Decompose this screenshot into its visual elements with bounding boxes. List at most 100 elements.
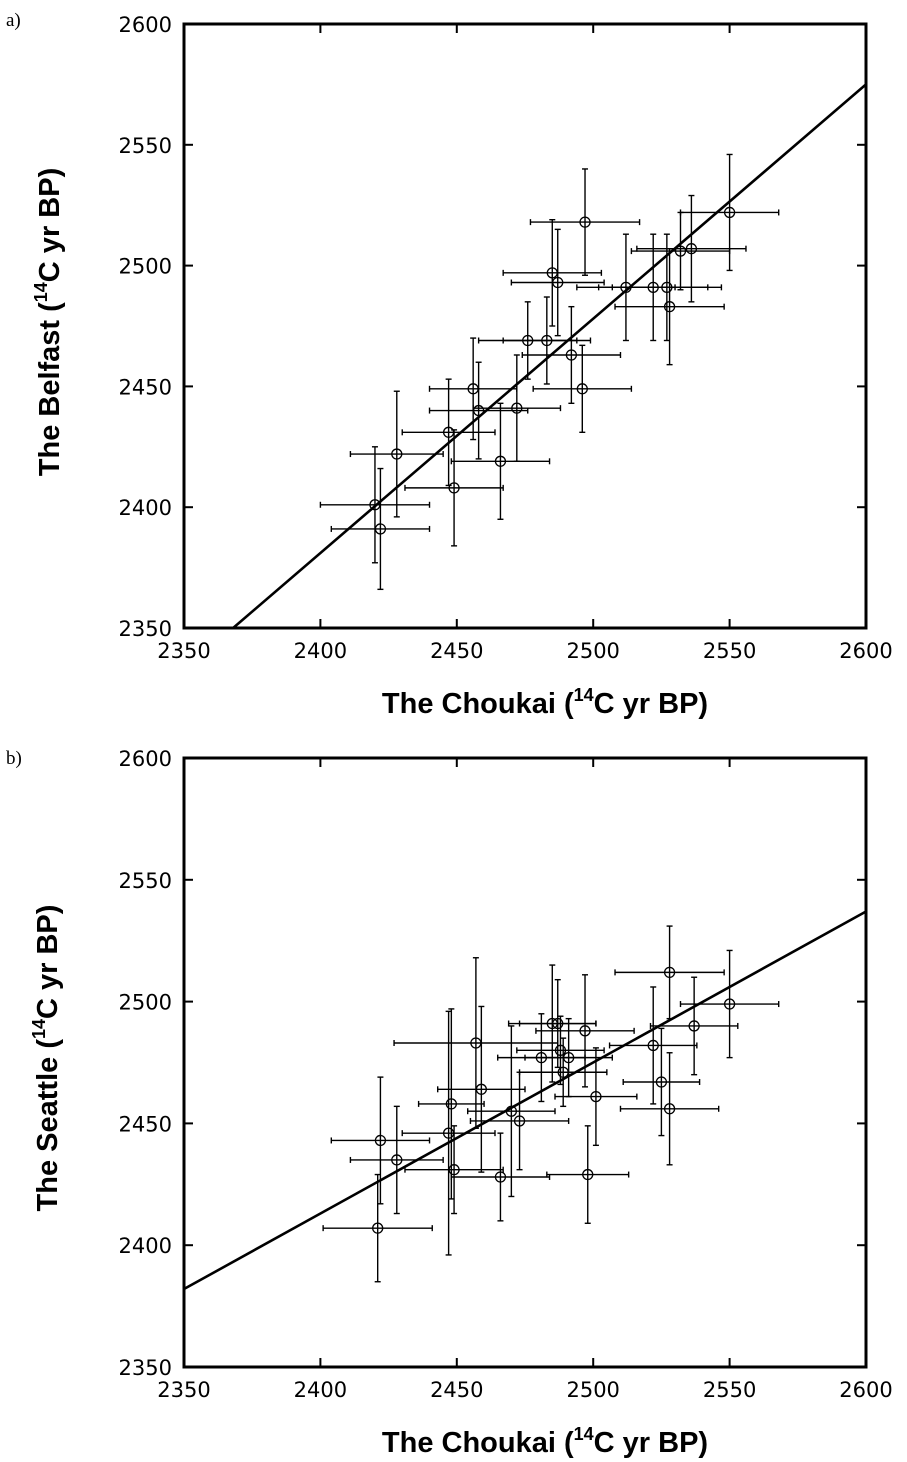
point-marker xyxy=(661,281,673,293)
x-tick-label: 2350 xyxy=(157,1378,210,1402)
point-marker xyxy=(579,216,591,228)
point-marker xyxy=(445,1098,457,1110)
data-point xyxy=(611,233,723,342)
panel-a-label: a) xyxy=(6,10,21,31)
point-marker xyxy=(565,349,578,361)
data-point xyxy=(393,957,559,1129)
regression-line xyxy=(183,910,867,1291)
point-marker xyxy=(688,1020,700,1032)
point-marker xyxy=(562,1051,575,1064)
data-point xyxy=(428,337,518,441)
y-tick-label: 2550 xyxy=(119,869,172,893)
panel-b-y-axis-label: The Seattle (14C yr BP) xyxy=(29,905,64,1212)
data-point xyxy=(532,344,633,434)
x-tick-label: 2550 xyxy=(703,1378,756,1402)
point-marker xyxy=(554,1044,567,1056)
point-marker xyxy=(663,966,676,979)
data-point xyxy=(322,1173,433,1283)
panel-b: b) 2350 2400 2450 2500 2550 26002350240024502… xyxy=(6,747,893,1459)
panel-b-axis-ticks: 2350 2400 2450 2500 2550 2600 2350 2400 2450 2500… xyxy=(119,747,893,1402)
panel-b-label: b) xyxy=(6,748,22,769)
data-point xyxy=(524,1017,613,1098)
data-point xyxy=(546,1125,630,1224)
data-point xyxy=(472,354,562,462)
data-point xyxy=(404,1125,504,1215)
data-point xyxy=(330,1076,431,1205)
panel-a-frame xyxy=(182,22,868,630)
data-point xyxy=(614,247,725,366)
point-marker xyxy=(663,301,676,313)
point-marker xyxy=(391,1154,403,1166)
data-point xyxy=(510,228,605,337)
data-point xyxy=(649,976,739,1076)
point-marker xyxy=(391,448,403,460)
y-tick-label: 2350 xyxy=(119,1356,172,1380)
data-point xyxy=(319,446,431,564)
data-point xyxy=(529,168,641,276)
data-point xyxy=(521,305,622,405)
data-point xyxy=(437,1005,526,1173)
data-point xyxy=(417,1008,485,1200)
data-point xyxy=(518,978,597,1069)
data-point xyxy=(349,390,444,518)
data-point xyxy=(554,1047,638,1147)
point-marker xyxy=(552,1017,564,1030)
point-marker xyxy=(511,402,523,414)
data-point xyxy=(608,986,698,1105)
point-marker xyxy=(541,334,553,347)
point-marker xyxy=(448,1164,460,1176)
point-marker xyxy=(576,383,588,395)
point-marker xyxy=(374,523,387,535)
point-marker xyxy=(374,1134,387,1147)
data-point xyxy=(679,153,780,272)
x-tick-label: 2500 xyxy=(566,639,619,663)
data-point xyxy=(614,925,725,1020)
data-point xyxy=(404,429,504,547)
x-tick-label: 2550 xyxy=(703,639,756,663)
data-point xyxy=(401,1010,496,1256)
y-tick-label: 2500 xyxy=(119,255,172,279)
point-marker xyxy=(647,1039,659,1052)
panel-a-axis-ticks: 2350 2400 2450 2500 2550 2600 2350 2400 2450 2500… xyxy=(119,13,893,663)
data-point xyxy=(636,194,747,303)
y-tick-label: 2600 xyxy=(119,13,172,37)
data-point xyxy=(622,1027,701,1137)
y-tick-label: 2400 xyxy=(119,1234,172,1258)
data-point xyxy=(428,361,529,460)
y-tick-label: 2500 xyxy=(119,991,172,1015)
data-point xyxy=(450,1132,551,1222)
data-point xyxy=(349,1105,444,1215)
data-point xyxy=(516,1015,605,1086)
y-tick-label: 2350 xyxy=(119,617,172,641)
x-tick-label: 2500 xyxy=(566,1378,619,1402)
x-tick-label: 2450 xyxy=(430,639,483,663)
y-tick-label: 2550 xyxy=(119,134,172,158)
point-marker xyxy=(663,1103,676,1115)
x-tick-label: 2450 xyxy=(430,1378,483,1402)
x-tick-label: 2600 xyxy=(839,639,892,663)
y-tick-label: 2450 xyxy=(119,1112,172,1136)
data-point xyxy=(469,1071,570,1171)
data-point xyxy=(630,211,731,291)
point-marker xyxy=(372,1222,384,1234)
point-marker xyxy=(494,455,507,467)
panel-b-plot-area xyxy=(183,910,867,1291)
point-marker xyxy=(513,1115,526,1127)
point-marker xyxy=(475,1083,488,1095)
data-point xyxy=(330,467,431,591)
x-tick-label: 2400 xyxy=(294,1378,347,1402)
point-marker xyxy=(579,1025,591,1037)
panel-a: a) 2350 2400 2450 2500 2550 26002350240024502… xyxy=(6,10,893,720)
x-tick-label: 2400 xyxy=(294,639,347,663)
regression-line xyxy=(232,83,867,629)
point-marker xyxy=(505,1105,518,1117)
data-point xyxy=(502,218,603,327)
data-point xyxy=(535,974,635,1088)
data-point xyxy=(619,1052,720,1166)
data-point xyxy=(679,949,780,1059)
y-tick-label: 2600 xyxy=(119,747,172,771)
x-tick-label: 2350 xyxy=(157,639,210,663)
panel-b-frame xyxy=(182,756,868,1369)
panel-a-y-axis-label: The Belfast (14C yr BP) xyxy=(31,168,66,476)
